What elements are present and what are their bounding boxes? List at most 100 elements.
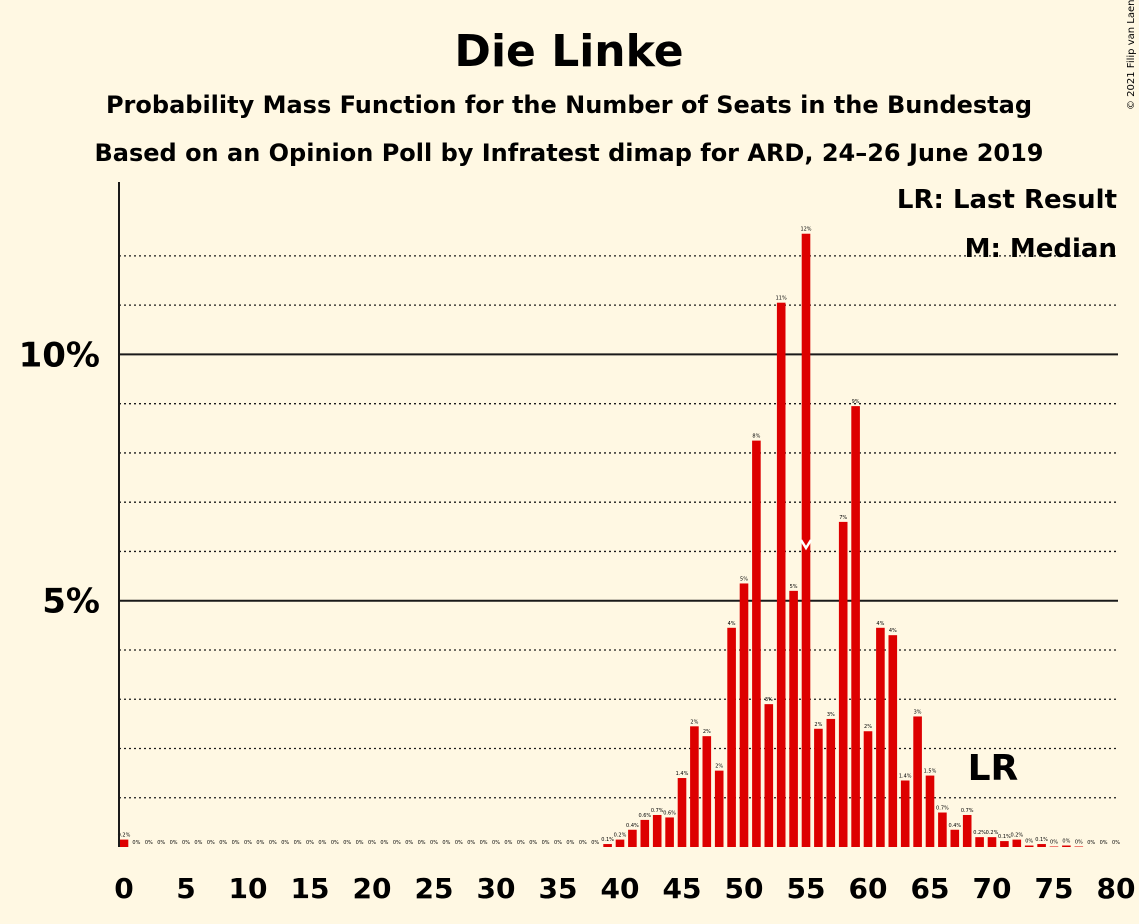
x-tick-label: 65	[911, 872, 950, 905]
data-label: 0%	[1100, 840, 1108, 846]
x-tick-label: 35	[539, 872, 578, 905]
bar	[888, 635, 898, 847]
bar	[851, 406, 860, 847]
data-label: 0.2%	[118, 833, 131, 839]
bar	[838, 521, 848, 847]
bars-group	[119, 233, 1084, 847]
data-label: 0%	[554, 840, 562, 846]
data-label: 0%	[467, 840, 475, 846]
data-label: 4%	[889, 628, 897, 634]
data-label: 0%	[356, 840, 364, 846]
x-tick-label: 75	[1035, 872, 1074, 905]
bar	[962, 814, 972, 847]
data-label: 0%	[579, 840, 587, 846]
data-label: 0%	[380, 840, 388, 846]
data-label: 0%	[343, 840, 351, 846]
data-label: 0%	[430, 840, 438, 846]
data-label: 0.4%	[626, 823, 639, 829]
data-label: 2%	[864, 724, 872, 730]
data-label: 3%	[827, 712, 835, 718]
bar	[1037, 844, 1046, 847]
data-label: 9%	[852, 399, 860, 405]
data-label: 5%	[790, 584, 798, 590]
bar	[925, 775, 935, 847]
data-label: 0%	[504, 840, 512, 846]
x-tick-label: 50	[725, 872, 764, 905]
bar	[752, 440, 761, 847]
x-tick-label: 45	[663, 872, 702, 905]
x-tick-label: 10	[229, 872, 268, 905]
data-label: 0.2%	[973, 830, 986, 836]
data-label: 0%	[405, 840, 413, 846]
data-label: 0%	[244, 840, 252, 846]
median-marker	[799, 539, 813, 551]
bar	[987, 837, 997, 847]
data-label: 0%	[318, 840, 326, 846]
data-label: 0.7%	[961, 808, 974, 814]
data-label: 4%	[876, 621, 884, 627]
x-tick-label: 70	[973, 872, 1012, 905]
data-label: 0%	[393, 840, 401, 846]
data-label: 11%	[776, 296, 787, 302]
data-label: 0%	[368, 840, 376, 846]
data-label: 0%	[442, 840, 450, 846]
grid-lines	[119, 255, 1118, 799]
data-label: 0%	[170, 840, 178, 846]
bar	[863, 731, 873, 847]
data-label: 0%	[455, 840, 463, 846]
bar	[640, 819, 650, 847]
bar	[603, 844, 612, 847]
bar	[665, 817, 674, 847]
data-label: 5%	[740, 576, 748, 582]
data-label: 4%	[728, 621, 736, 627]
bar	[776, 302, 786, 847]
x-tick-label: 5	[176, 872, 195, 905]
data-label: 0%	[219, 840, 227, 846]
data-label: 0%	[294, 840, 302, 846]
data-label: 0.1%	[601, 837, 614, 843]
data-label: 0%	[1050, 840, 1058, 846]
data-label: 0.7%	[651, 808, 664, 814]
copyright-note: © 2021 Filip van Laenen	[1126, 0, 1137, 110]
bar	[900, 780, 910, 847]
data-label: 0%	[331, 840, 339, 846]
bar	[1024, 845, 1034, 847]
bar	[702, 736, 712, 847]
data-label: 0%	[306, 840, 314, 846]
bar	[938, 812, 947, 847]
legend-median: M: Median	[965, 234, 1117, 264]
data-label: 0.2%	[986, 830, 999, 836]
bar	[1000, 841, 1009, 847]
data-label: 0%	[232, 840, 240, 846]
x-tick-label: 25	[415, 872, 454, 905]
data-label: 0%	[566, 840, 574, 846]
bar	[727, 627, 736, 847]
data-label: 0.6%	[638, 813, 651, 819]
data-label: 0%	[480, 840, 488, 846]
bar	[628, 829, 637, 847]
bar	[690, 726, 699, 847]
data-label: 0%	[132, 840, 140, 846]
x-tick-label: 60	[849, 872, 888, 905]
data-label: 0%	[492, 840, 500, 846]
y-tick-label: 10%	[19, 335, 100, 375]
bar	[739, 583, 749, 847]
data-label: 2%	[715, 764, 723, 770]
data-label: 7%	[839, 515, 847, 521]
data-label: 0%	[1025, 839, 1033, 845]
bar	[801, 233, 811, 847]
data-label: 12%	[800, 227, 811, 233]
data-label: 0%	[529, 840, 537, 846]
data-label: 0.1%	[1035, 837, 1048, 843]
bar	[714, 770, 724, 847]
data-label: 0%	[418, 840, 426, 846]
last-result-marker: LR	[968, 748, 1019, 789]
data-label: 0.2%	[1010, 833, 1023, 839]
data-label: 0.1%	[998, 834, 1011, 840]
data-label: 0%	[1075, 840, 1083, 846]
data-label: 8%	[752, 434, 760, 440]
data-label: 0%	[281, 840, 289, 846]
data-label: 2%	[703, 729, 711, 735]
data-label: 0.6%	[663, 810, 676, 816]
